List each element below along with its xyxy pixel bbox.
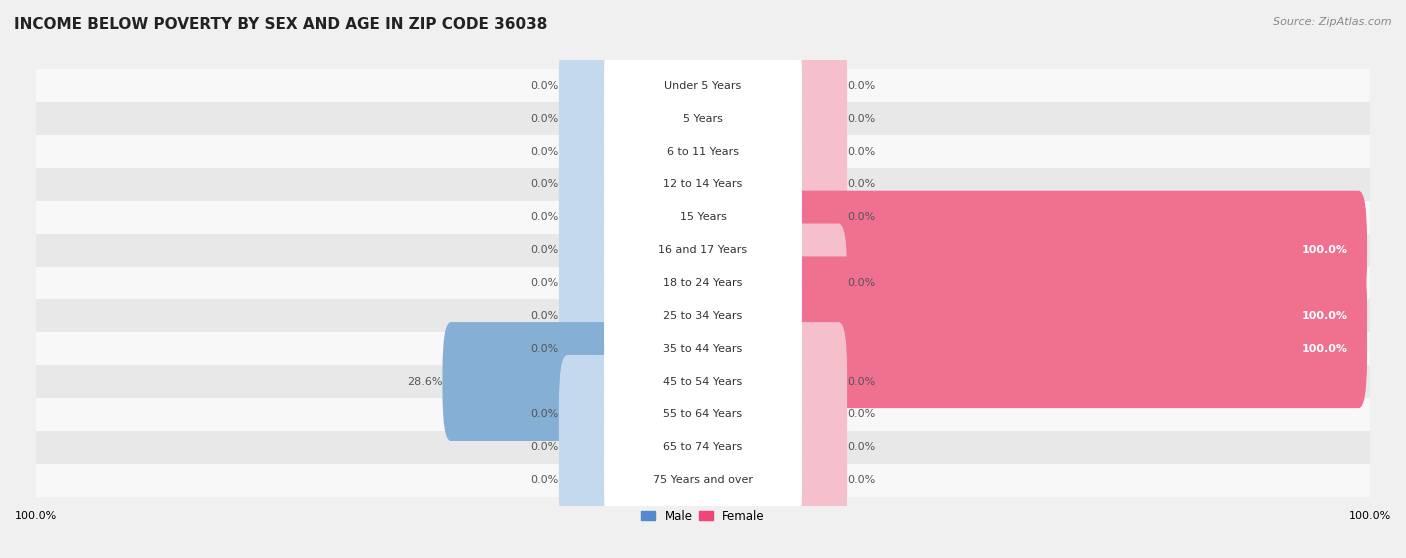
FancyBboxPatch shape xyxy=(560,421,621,540)
FancyBboxPatch shape xyxy=(605,224,801,343)
Text: 0.0%: 0.0% xyxy=(530,81,560,91)
FancyBboxPatch shape xyxy=(37,267,1369,300)
Text: 100.0%: 100.0% xyxy=(1302,245,1347,255)
Text: 18 to 24 Years: 18 to 24 Years xyxy=(664,278,742,288)
FancyBboxPatch shape xyxy=(37,300,1369,332)
Text: 0.0%: 0.0% xyxy=(530,212,560,222)
FancyBboxPatch shape xyxy=(605,257,801,376)
FancyBboxPatch shape xyxy=(785,355,846,474)
Text: 0.0%: 0.0% xyxy=(846,180,876,190)
FancyBboxPatch shape xyxy=(560,224,621,343)
Text: 0.0%: 0.0% xyxy=(846,377,876,387)
Text: 0.0%: 0.0% xyxy=(846,212,876,222)
Text: 0.0%: 0.0% xyxy=(846,114,876,124)
Text: 5 Years: 5 Years xyxy=(683,114,723,124)
FancyBboxPatch shape xyxy=(37,398,1369,431)
FancyBboxPatch shape xyxy=(785,322,846,441)
FancyBboxPatch shape xyxy=(605,191,801,310)
FancyBboxPatch shape xyxy=(37,332,1369,365)
FancyBboxPatch shape xyxy=(605,421,801,540)
FancyBboxPatch shape xyxy=(37,201,1369,234)
FancyBboxPatch shape xyxy=(37,365,1369,398)
FancyBboxPatch shape xyxy=(785,257,1367,376)
FancyBboxPatch shape xyxy=(785,191,1367,310)
FancyBboxPatch shape xyxy=(560,125,621,244)
Text: 0.0%: 0.0% xyxy=(530,278,560,288)
Text: 100.0%: 100.0% xyxy=(1302,311,1347,321)
Text: 0.0%: 0.0% xyxy=(846,81,876,91)
Text: 0.0%: 0.0% xyxy=(530,410,560,420)
Text: 35 to 44 Years: 35 to 44 Years xyxy=(664,344,742,354)
FancyBboxPatch shape xyxy=(605,92,801,211)
Text: 0.0%: 0.0% xyxy=(530,442,560,452)
Text: 28.6%: 28.6% xyxy=(406,377,443,387)
Text: 0.0%: 0.0% xyxy=(846,442,876,452)
Text: 45 to 54 Years: 45 to 54 Years xyxy=(664,377,742,387)
Text: 16 and 17 Years: 16 and 17 Years xyxy=(658,245,748,255)
FancyBboxPatch shape xyxy=(560,388,621,507)
Text: 0.0%: 0.0% xyxy=(530,311,560,321)
FancyBboxPatch shape xyxy=(560,355,621,474)
FancyBboxPatch shape xyxy=(37,168,1369,201)
FancyBboxPatch shape xyxy=(785,224,846,343)
FancyBboxPatch shape xyxy=(605,26,801,146)
Text: 0.0%: 0.0% xyxy=(530,344,560,354)
Text: 65 to 74 Years: 65 to 74 Years xyxy=(664,442,742,452)
FancyBboxPatch shape xyxy=(37,135,1369,168)
FancyBboxPatch shape xyxy=(605,355,801,474)
FancyBboxPatch shape xyxy=(605,388,801,507)
FancyBboxPatch shape xyxy=(37,102,1369,135)
FancyBboxPatch shape xyxy=(785,289,1367,408)
Text: 0.0%: 0.0% xyxy=(530,475,560,485)
Text: 0.0%: 0.0% xyxy=(846,410,876,420)
Text: 0.0%: 0.0% xyxy=(530,114,560,124)
FancyBboxPatch shape xyxy=(37,431,1369,464)
FancyBboxPatch shape xyxy=(605,158,801,277)
Text: 0.0%: 0.0% xyxy=(530,147,560,157)
FancyBboxPatch shape xyxy=(37,464,1369,497)
FancyBboxPatch shape xyxy=(37,234,1369,267)
FancyBboxPatch shape xyxy=(560,26,621,146)
FancyBboxPatch shape xyxy=(605,289,801,408)
Legend: Male, Female: Male, Female xyxy=(637,505,769,527)
FancyBboxPatch shape xyxy=(560,158,621,277)
FancyBboxPatch shape xyxy=(785,92,846,211)
Text: 75 Years and over: 75 Years and over xyxy=(652,475,754,485)
Text: Source: ZipAtlas.com: Source: ZipAtlas.com xyxy=(1274,17,1392,27)
FancyBboxPatch shape xyxy=(785,125,846,244)
Text: 0.0%: 0.0% xyxy=(530,245,560,255)
FancyBboxPatch shape xyxy=(605,59,801,178)
Text: 55 to 64 Years: 55 to 64 Years xyxy=(664,410,742,420)
Text: 0.0%: 0.0% xyxy=(846,475,876,485)
FancyBboxPatch shape xyxy=(560,289,621,408)
Text: 15 Years: 15 Years xyxy=(679,212,727,222)
Text: 0.0%: 0.0% xyxy=(846,147,876,157)
FancyBboxPatch shape xyxy=(605,125,801,244)
Text: INCOME BELOW POVERTY BY SEX AND AGE IN ZIP CODE 36038: INCOME BELOW POVERTY BY SEX AND AGE IN Z… xyxy=(14,17,547,32)
FancyBboxPatch shape xyxy=(443,322,621,441)
Text: 6 to 11 Years: 6 to 11 Years xyxy=(666,147,740,157)
FancyBboxPatch shape xyxy=(37,70,1369,102)
FancyBboxPatch shape xyxy=(785,421,846,540)
Text: 0.0%: 0.0% xyxy=(846,278,876,288)
FancyBboxPatch shape xyxy=(560,92,621,211)
FancyBboxPatch shape xyxy=(785,26,846,146)
FancyBboxPatch shape xyxy=(785,59,846,178)
Text: 25 to 34 Years: 25 to 34 Years xyxy=(664,311,742,321)
FancyBboxPatch shape xyxy=(785,158,846,277)
FancyBboxPatch shape xyxy=(560,191,621,310)
FancyBboxPatch shape xyxy=(605,322,801,441)
Text: 0.0%: 0.0% xyxy=(530,180,560,190)
Text: 100.0%: 100.0% xyxy=(1302,344,1347,354)
Text: Under 5 Years: Under 5 Years xyxy=(665,81,741,91)
FancyBboxPatch shape xyxy=(560,257,621,376)
Text: 12 to 14 Years: 12 to 14 Years xyxy=(664,180,742,190)
FancyBboxPatch shape xyxy=(785,388,846,507)
FancyBboxPatch shape xyxy=(560,59,621,178)
